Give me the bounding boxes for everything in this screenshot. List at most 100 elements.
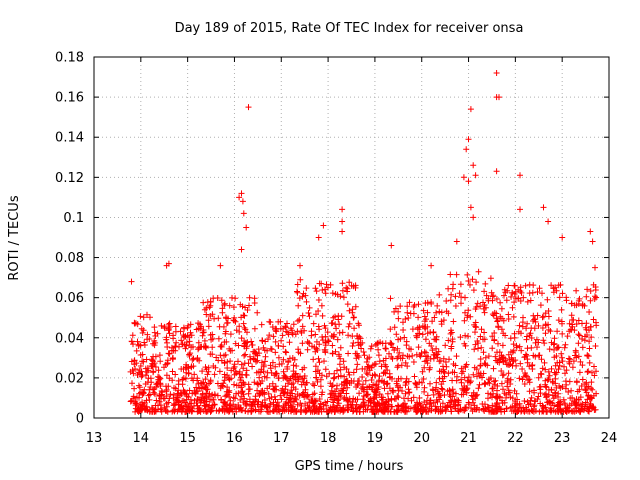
data-point bbox=[529, 289, 536, 296]
data-point bbox=[147, 314, 153, 321]
data-point bbox=[482, 280, 489, 287]
data-point bbox=[187, 329, 194, 336]
data-point bbox=[339, 228, 346, 235]
data-point bbox=[449, 336, 456, 343]
data-point bbox=[282, 374, 289, 381]
data-point bbox=[298, 403, 305, 409]
data-point bbox=[230, 394, 237, 401]
data-point bbox=[370, 396, 377, 403]
data-point bbox=[361, 393, 367, 399]
data-point bbox=[195, 405, 202, 412]
data-point bbox=[266, 395, 273, 402]
data-point bbox=[241, 352, 248, 359]
data-point bbox=[451, 403, 458, 409]
y-tick-label: 0.02 bbox=[55, 371, 84, 386]
data-point bbox=[136, 384, 143, 391]
data-point bbox=[591, 372, 598, 379]
data-point bbox=[244, 339, 251, 346]
data-point bbox=[413, 384, 420, 391]
data-point bbox=[313, 311, 319, 318]
data-point bbox=[515, 328, 522, 335]
data-point bbox=[537, 386, 544, 393]
data-point bbox=[552, 392, 559, 399]
data-point bbox=[401, 395, 407, 402]
data-point bbox=[379, 404, 386, 411]
data-point bbox=[310, 381, 316, 387]
data-point bbox=[530, 408, 537, 415]
data-point bbox=[343, 390, 350, 397]
data-point bbox=[556, 401, 563, 408]
data-point bbox=[330, 333, 337, 340]
data-point bbox=[325, 337, 331, 344]
data-point bbox=[509, 304, 516, 311]
data-point bbox=[252, 349, 259, 356]
data-point bbox=[245, 390, 252, 397]
data-point bbox=[271, 385, 277, 392]
data-point bbox=[134, 338, 141, 345]
data-point bbox=[152, 364, 159, 370]
data-point bbox=[195, 388, 201, 395]
data-point bbox=[387, 295, 394, 302]
data-point bbox=[517, 172, 523, 179]
data-point bbox=[231, 317, 238, 324]
x-tick-label: 22 bbox=[507, 431, 524, 446]
data-point bbox=[523, 333, 530, 340]
data-point bbox=[195, 339, 202, 346]
data-point bbox=[240, 312, 247, 319]
data-point bbox=[500, 330, 507, 337]
data-point bbox=[156, 352, 163, 359]
data-point bbox=[498, 368, 505, 374]
data-point bbox=[568, 387, 575, 394]
data-point bbox=[489, 333, 496, 340]
x-tick-label: 19 bbox=[367, 431, 384, 446]
data-point bbox=[172, 371, 179, 378]
data-point bbox=[475, 345, 481, 352]
data-point bbox=[306, 340, 313, 347]
data-point bbox=[359, 383, 366, 390]
data-point bbox=[227, 347, 234, 354]
data-point bbox=[546, 372, 553, 379]
data-point bbox=[166, 375, 173, 382]
data-point bbox=[489, 402, 496, 409]
data-point bbox=[329, 342, 336, 349]
data-point bbox=[209, 311, 216, 318]
data-point bbox=[305, 405, 312, 412]
data-point bbox=[302, 400, 309, 407]
data-point bbox=[420, 376, 427, 382]
data-point bbox=[290, 368, 297, 375]
data-point bbox=[346, 371, 353, 378]
data-point bbox=[381, 385, 388, 392]
data-point bbox=[205, 317, 212, 324]
data-point bbox=[321, 346, 328, 353]
data-point bbox=[453, 353, 460, 360]
data-point bbox=[187, 321, 194, 328]
data-point bbox=[215, 335, 222, 342]
data-point bbox=[323, 408, 330, 415]
data-point bbox=[310, 320, 317, 327]
data-point bbox=[439, 386, 446, 393]
data-point bbox=[219, 305, 226, 312]
data-point bbox=[394, 345, 401, 352]
data-point bbox=[544, 296, 551, 303]
data-point bbox=[387, 373, 393, 380]
data-point bbox=[238, 361, 245, 368]
data-point bbox=[440, 317, 447, 324]
data-point bbox=[272, 327, 279, 334]
data-point bbox=[337, 355, 344, 362]
data-point bbox=[561, 400, 568, 407]
data-point bbox=[402, 404, 409, 411]
data-point bbox=[529, 362, 536, 368]
data-point bbox=[248, 408, 255, 415]
data-point bbox=[225, 406, 231, 413]
data-point bbox=[218, 397, 225, 403]
data-point bbox=[593, 368, 599, 375]
data-point bbox=[506, 356, 513, 363]
data-point bbox=[458, 365, 465, 372]
data-point bbox=[194, 375, 201, 382]
data-point bbox=[327, 281, 334, 288]
data-point bbox=[224, 358, 231, 365]
data-point bbox=[494, 387, 500, 394]
data-point bbox=[190, 363, 197, 370]
data-point bbox=[303, 298, 310, 305]
data-point bbox=[452, 390, 459, 397]
